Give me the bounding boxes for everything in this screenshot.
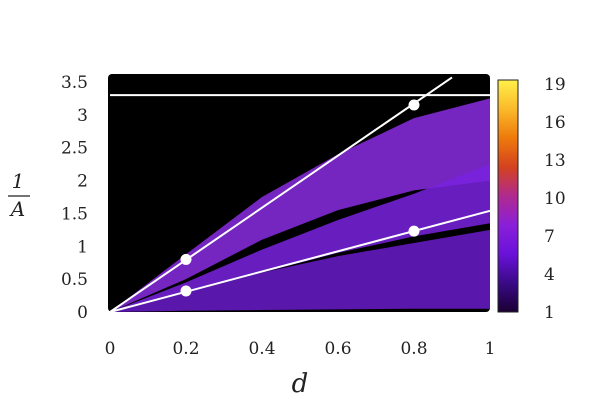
- data-point-1: [180, 253, 192, 265]
- y-tick-label: 0: [77, 303, 88, 323]
- band-3: [110, 229, 490, 312]
- y-axis-label: 1 A: [8, 169, 30, 221]
- x-axis-tick-labels: 0 0.2 0.4 0.6 0.8 1: [105, 339, 496, 359]
- y-axis-label-denominator: A: [9, 197, 25, 221]
- band-1: [110, 98, 490, 313]
- fit-line-1: [109, 76, 453, 313]
- y-axis-label-numerator: 1: [12, 169, 25, 193]
- plot-area: [108, 74, 491, 313]
- colorbar-tick-label: 10: [544, 189, 566, 209]
- y-tick-label: 2.5: [61, 139, 88, 159]
- y-tick-label: 0.5: [61, 270, 88, 290]
- fit-lines-layer: [109, 76, 491, 313]
- colorbar-tick-label: 19: [544, 75, 566, 95]
- bands-layer: [110, 98, 490, 313]
- data-point-4: [408, 225, 420, 237]
- colorbar-tick-label: 13: [544, 151, 566, 171]
- y-tick-label: 2: [77, 172, 88, 192]
- y-axis-tick-labels: 0 0.5 1 1.5 2 2.5 3 3.5: [61, 73, 88, 323]
- fit-line-2: [109, 209, 491, 313]
- y-tick-label: 3: [77, 106, 88, 126]
- colorbar-tick-label: 16: [544, 113, 566, 133]
- x-tick-label: 1: [485, 339, 496, 359]
- points-layer: [180, 99, 420, 297]
- colorbar-tick-label: 7: [544, 227, 555, 247]
- x-tick-label: 0.4: [248, 339, 275, 359]
- data-point-2: [180, 285, 192, 297]
- band-2: [110, 164, 490, 312]
- colorbar: 19 16 13 10 7 4 1: [497, 75, 566, 323]
- y-tick-label: 1.5: [61, 204, 88, 224]
- colorbar-tick-labels: 19 16 13 10 7 4 1: [544, 75, 566, 323]
- colorbar-tick-label: 1: [544, 303, 555, 323]
- x-tick-label: 0.6: [324, 339, 351, 359]
- x-tick-label: 0: [105, 339, 116, 359]
- y-tick-label: 3.5: [61, 73, 88, 93]
- x-tick-label: 0.8: [400, 339, 427, 359]
- data-point-3: [408, 99, 420, 111]
- y-tick-label: 1: [77, 237, 88, 257]
- x-axis-label: d: [292, 369, 309, 399]
- colorbar-gradient: [497, 79, 519, 313]
- x-tick-label: 0.2: [172, 339, 199, 359]
- colorbar-tick-label: 4: [544, 265, 555, 285]
